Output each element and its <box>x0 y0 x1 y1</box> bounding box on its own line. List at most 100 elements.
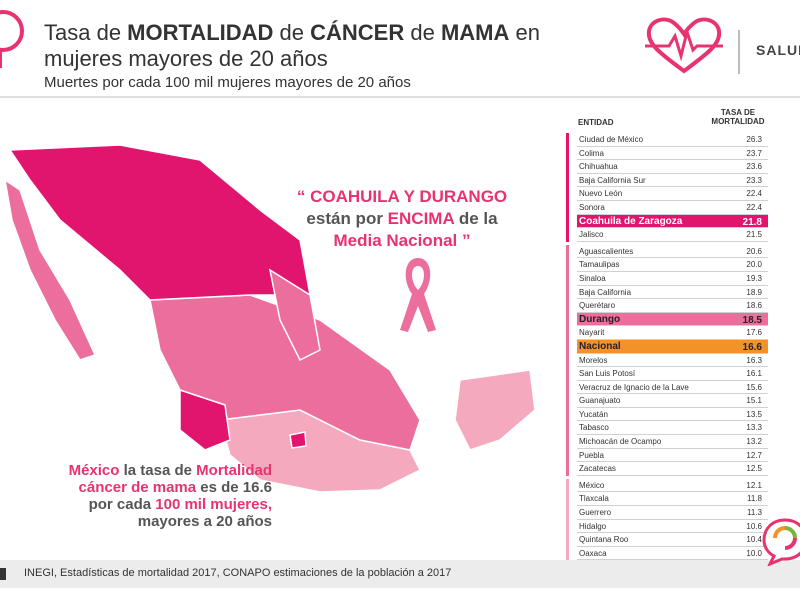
row-entidad: Yucatán <box>579 409 608 419</box>
row-tasa: 13.5 <box>746 409 762 419</box>
row-entidad: Querétaro <box>579 301 616 311</box>
table-group-mid: Aguascalientes 20.6 Tamaulipas 20.0 Sinaloa 1… <box>566 244 768 476</box>
table-row: Zacatecas 12.5 <box>577 462 768 476</box>
table-row: Durango 18.5 <box>577 312 768 327</box>
table-row: Guanajuato 15.1 <box>577 394 768 408</box>
row-tasa: 10.4 <box>746 535 762 545</box>
row-entidad: Puebla <box>579 450 604 460</box>
table-row: Veracruz de Ignacio de la Lave 15.6 <box>577 381 768 395</box>
row-tasa: 13.2 <box>746 437 762 447</box>
row-entidad: Nuevo León <box>579 189 623 199</box>
group-color-bar <box>566 244 569 476</box>
callout-line1: “ COAHUILA Y DURANGO <box>296 187 508 206</box>
table-row: Sinaloa 19.3 <box>577 272 768 286</box>
pink-ribbon-icon <box>400 258 436 332</box>
row-tasa: 10.6 <box>746 521 762 531</box>
row-entidad: Durango <box>579 313 621 325</box>
map-region-cdmx <box>289 431 307 449</box>
brand-logo-tail <box>0 50 2 68</box>
table-row: Nayarit 17.6 <box>577 326 768 340</box>
footer-bar: INEGI, Estadísticas de mortalidad 2017, … <box>0 560 800 588</box>
row-entidad: Morelos <box>579 355 608 365</box>
table-row: Jalisco 21.5 <box>577 228 768 242</box>
row-entidad: Baja California Sur <box>579 175 646 185</box>
row-entidad: Aguascalientes <box>579 246 634 256</box>
row-tasa: 18.9 <box>746 287 762 297</box>
national-rate-note: México la tasa de Mortalidad cáncer de m… <box>0 462 272 530</box>
table-body: Ciudad de México 26.3 Colima 23.7 Chihuahua 2… <box>566 133 768 588</box>
table-header-entidad: ENTIDAD <box>578 118 614 127</box>
row-tasa: 16.1 <box>746 369 762 379</box>
table-row: Baja California 18.9 <box>577 286 768 300</box>
table-row: México 12.1 <box>577 479 768 493</box>
table-row: Coahuila de Zaragoza 21.8 <box>577 214 768 229</box>
note-line3: por cada 100 mil mujeres, <box>88 496 272 513</box>
row-entidad: Hidalgo <box>579 521 607 531</box>
table-row: Chihuahua 23.6 <box>577 160 768 174</box>
table-row: Morelos 16.3 <box>577 354 768 368</box>
header-divider <box>738 30 740 74</box>
row-tasa: 23.7 <box>746 148 762 158</box>
row-tasa: 18.6 <box>746 301 762 311</box>
table-row: Hidalgo 10.6 <box>577 520 768 534</box>
row-entidad: Zacatecas <box>579 464 616 474</box>
table-row: Baja California Sur 23.3 <box>577 174 768 188</box>
row-entidad: Oaxaca <box>579 548 607 558</box>
row-entidad: Guerrero <box>579 508 612 518</box>
row-entidad: Ciudad de México <box>579 135 644 144</box>
table-row: Oaxaca 10.0 <box>577 547 768 561</box>
row-tasa: 12.1 <box>746 480 762 490</box>
callout-box: “ COAHUILA Y DURANGO están por ENCIMA de… <box>292 186 512 252</box>
row-tasa: 15.1 <box>746 396 762 406</box>
table-row: Michoacán de Ocampo 13.2 <box>577 435 768 449</box>
table-row: Ciudad de México 26.3 <box>577 133 768 147</box>
table-header-tasa: TASA DE MORTALIDAD <box>711 108 765 126</box>
row-tasa: 23.3 <box>746 175 762 185</box>
table-row: Yucatán 13.5 <box>577 408 768 422</box>
table-row: San Luis Potosí 16.1 <box>577 367 768 381</box>
table-row: Quintana Roo 10.4 <box>577 533 768 547</box>
row-tasa: 16.6 <box>742 341 762 353</box>
row-entidad: Jalisco <box>579 230 604 240</box>
row-entidad: Quintana Roo <box>579 535 629 545</box>
mexico-map <box>3 144 536 493</box>
row-entidad: Colima <box>579 148 604 158</box>
heart-pulse-icon <box>645 17 723 74</box>
row-entidad: Baja California <box>579 287 632 297</box>
row-entidad: Tabasco <box>579 423 609 433</box>
map-region-yucatan <box>454 369 536 451</box>
table-group-high: Ciudad de México 26.3 Colima 23.7 Chihuahua 2… <box>566 133 768 242</box>
row-tasa: 10.0 <box>746 548 762 558</box>
table-row: Tamaulipas 20.0 <box>577 258 768 272</box>
table-row: Nuevo León 22.4 <box>577 187 768 201</box>
table-row: Nacional 16.6 <box>577 339 768 354</box>
row-entidad: Coahuila de Zaragoza <box>579 215 683 227</box>
row-entidad: Nayarit <box>579 328 605 338</box>
row-tasa: 11.3 <box>747 508 762 518</box>
brand-logo-ring <box>0 10 24 52</box>
table-row: Tabasco 13.3 <box>577 421 768 436</box>
map-region-jalisco <box>179 388 231 451</box>
page-title: Tasa de MORTALIDAD de CÁNCER de MAMA en <box>44 20 540 45</box>
callout-line2: están por ENCIMA de la <box>306 209 498 228</box>
table-header: ENTIDAD TASA DE MORTALIDAD <box>566 106 768 130</box>
chat-bubble-logo-icon <box>762 518 800 566</box>
row-entidad: Tlaxcala <box>579 494 609 504</box>
row-entidad: Chihuahua <box>579 162 618 172</box>
table-row: Colima 23.7 <box>577 147 768 161</box>
table-row: Puebla 12.7 <box>577 449 768 463</box>
row-tasa: 20.6 <box>746 246 762 256</box>
table-row: Querétaro 18.6 <box>577 299 768 313</box>
note-line4: mayores a 20 años <box>137 513 272 530</box>
row-entidad: México <box>579 480 605 490</box>
row-entidad: Guanajuato <box>579 396 621 406</box>
row-tasa: 26.3 <box>746 135 762 144</box>
table-row: Guerrero 11.3 <box>577 506 768 520</box>
table-row: Aguascalientes 20.6 <box>577 245 768 259</box>
row-tasa: 21.5 <box>746 230 762 240</box>
row-tasa: 16.3 <box>746 355 762 365</box>
row-tasa: 23.6 <box>746 162 762 172</box>
row-tasa: 22.4 <box>746 189 762 199</box>
row-tasa: 22.4 <box>746 202 762 212</box>
map-region-tamaulipas <box>268 268 321 362</box>
